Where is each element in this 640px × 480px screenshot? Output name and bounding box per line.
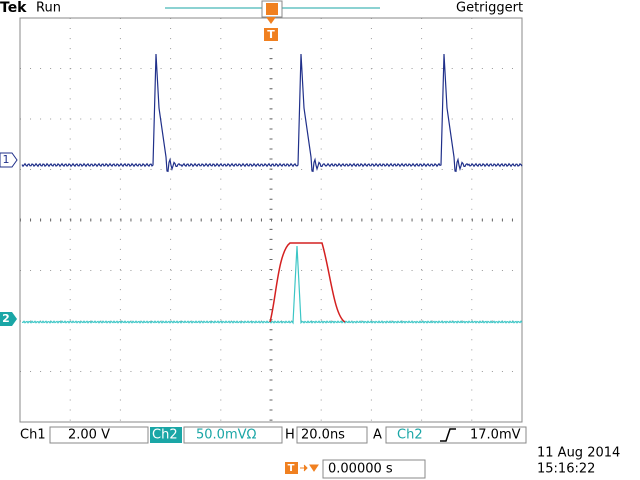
h-scale-box (296, 426, 368, 444)
time: 15:16:22 (537, 462, 595, 477)
position-box (322, 459, 426, 479)
slope-icon (440, 428, 456, 442)
ch1-marker-label: 1 (3, 153, 10, 166)
trigger-pos-top (266, 3, 278, 15)
ch2-marker-label: 2 (2, 312, 10, 325)
ch1-marker (0, 152, 18, 168)
ch2-scale: 50.0mVΩ (196, 428, 257, 443)
run-state: Run (36, 1, 61, 16)
trig-level: 17.0mV (470, 428, 521, 443)
math-trace (269, 242, 346, 323)
ch1-label: Ch1 (20, 428, 46, 443)
trig-source: Ch2 (397, 428, 423, 443)
trig-mode: A (373, 428, 382, 443)
trigger-status: Getriggert (456, 1, 523, 16)
position: 0.00000 s (328, 462, 393, 477)
h-label: H (285, 428, 295, 443)
ch1-scale: 2.00 V (68, 428, 110, 443)
ch2-label: Ch2 (152, 428, 178, 443)
h-scale: 20.0ns (301, 428, 345, 443)
trigger-arrow-icon (300, 464, 319, 472)
date: 11 Aug 2014 (537, 446, 620, 461)
trigger-icon (285, 462, 298, 474)
trigger-marker-label: T (267, 28, 275, 41)
ch2-trace (21, 245, 523, 325)
trigger-marker (264, 28, 278, 41)
trig-box (385, 426, 527, 444)
ch2-scale-box (183, 426, 283, 444)
trigger-arrow (266, 17, 276, 24)
ch1-trace (21, 53, 523, 173)
ch1-scale-box (49, 426, 149, 444)
ch2-marker (0, 312, 17, 326)
ch2-label-box (150, 427, 182, 443)
trigger-icon-label: T (288, 463, 295, 474)
brand: Tek (0, 0, 27, 16)
